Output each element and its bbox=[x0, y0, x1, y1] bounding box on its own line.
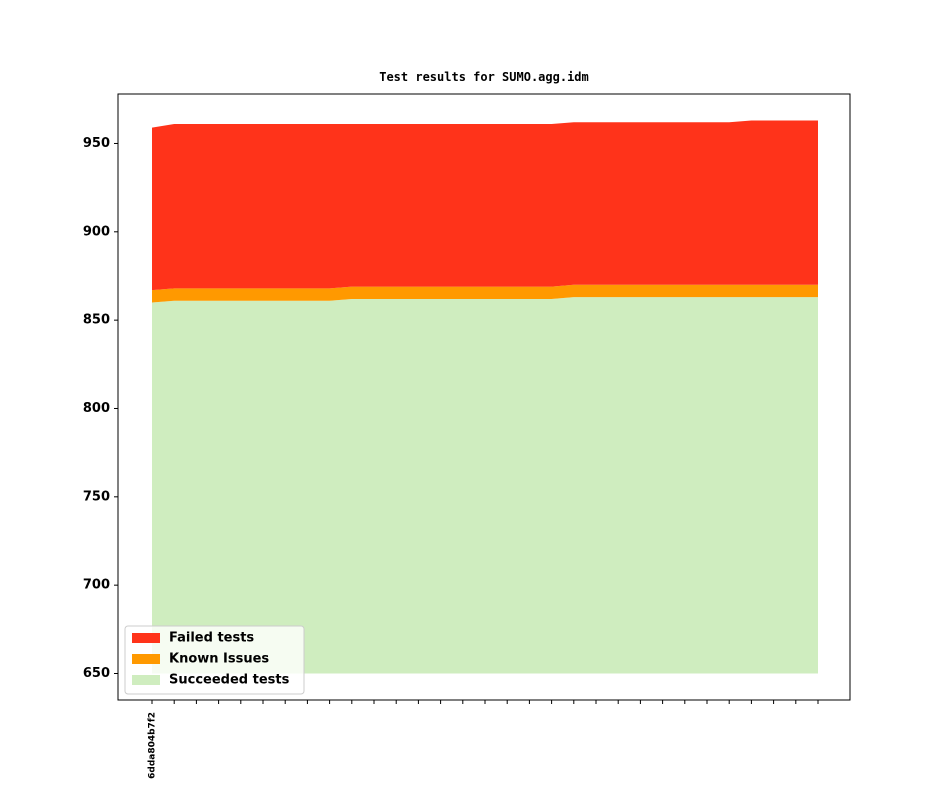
legend-swatch bbox=[132, 675, 160, 685]
area bbox=[152, 284, 818, 303]
y-tick-label: 650 bbox=[83, 666, 110, 681]
legend-label: Succeeded tests bbox=[169, 673, 290, 688]
y-tick-label: 950 bbox=[83, 136, 110, 151]
y-tick-label: 900 bbox=[83, 224, 110, 239]
legend-label: Failed tests bbox=[169, 631, 254, 646]
legend-box bbox=[124, 625, 305, 695]
chart-title: Test results for SUMO.agg.idm bbox=[379, 70, 589, 84]
legend-label: Known Issues bbox=[169, 652, 269, 667]
y-tick-label: 750 bbox=[83, 489, 110, 504]
x-tick-label: 6dda804b7f2 bbox=[148, 712, 158, 779]
y-tick-label: 850 bbox=[83, 313, 110, 328]
y-tick-label: 700 bbox=[83, 578, 110, 593]
area bbox=[152, 120, 818, 291]
legend: Failed tests Known Issues Succeeded tests bbox=[124, 625, 305, 695]
area bbox=[152, 297, 818, 674]
plot-frame bbox=[117, 93, 851, 701]
legend-swatch bbox=[132, 633, 160, 643]
y-tick-label: 800 bbox=[83, 401, 110, 416]
legend-swatch bbox=[132, 654, 160, 664]
